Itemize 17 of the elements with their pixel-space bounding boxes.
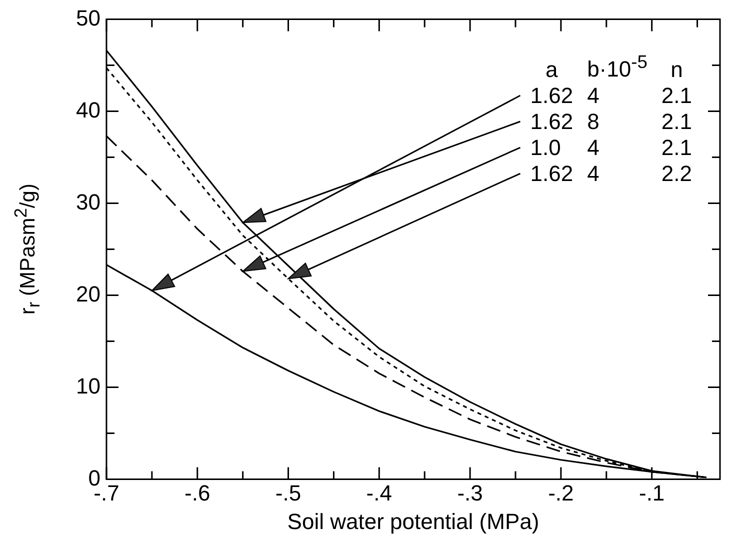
x-tick-label: -.1 (638, 480, 665, 506)
x-tick-label: -.2 (548, 480, 574, 506)
text: a b·10$^{-5}$ n (546, 51, 683, 82)
x-tick-label: -.3 (457, 480, 483, 506)
text: 1.62 4 2.1 (530, 82, 692, 108)
y-tick-label: 20 (76, 281, 100, 306)
y-tick-label: 50 (76, 5, 100, 30)
x-tick-label: -.4 (366, 480, 392, 506)
text: 1.62 4 2.2 (530, 160, 692, 186)
x-tick-label: -.6 (184, 480, 210, 506)
y-tick-label: 30 (76, 189, 100, 214)
text: 1.0 4 2.1 (530, 134, 692, 160)
y-tick-label: 10 (76, 373, 100, 398)
x-tick-label: -.5 (275, 480, 302, 506)
text: 1.62 8 2.1 (530, 108, 692, 134)
x-axis-title: Soil water potential (MPa) (287, 508, 540, 534)
y-tick-label: 40 (76, 97, 100, 122)
